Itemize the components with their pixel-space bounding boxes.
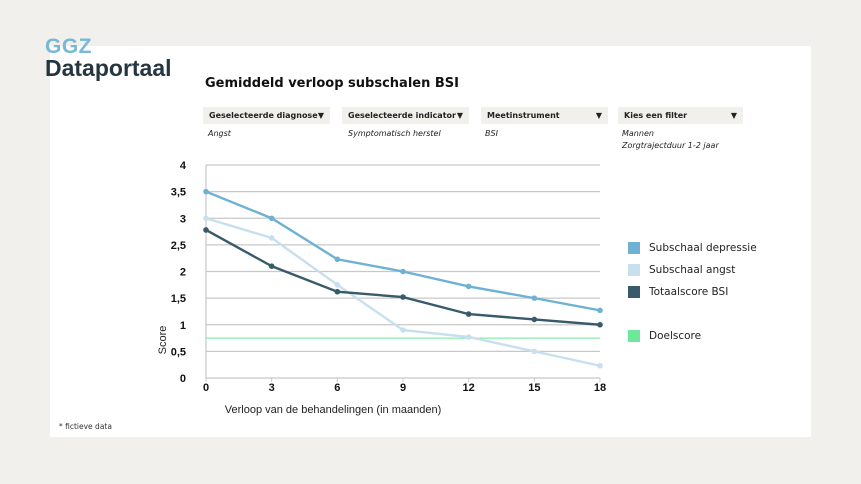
filter-kies-dropdown[interactable]: Kies een filter ▼ bbox=[618, 107, 743, 124]
filter-label: Geselecteerde indicator bbox=[348, 111, 456, 120]
legend-swatch bbox=[628, 286, 640, 298]
filter-value: Zorgtrajectduur 1-2 jaar bbox=[622, 141, 719, 150]
filter-value-diagnose: Angst bbox=[208, 128, 231, 140]
logo-dataportaal: Dataportaal bbox=[45, 55, 172, 81]
data-point bbox=[400, 327, 406, 333]
y-tick-label: 1 bbox=[180, 320, 186, 332]
data-point bbox=[268, 215, 275, 222]
y-tick-label: 0 bbox=[180, 373, 186, 385]
data-point bbox=[334, 256, 341, 263]
data-point bbox=[465, 311, 472, 317]
filter-label: Meetinstrument bbox=[487, 111, 560, 120]
data-point bbox=[597, 362, 603, 369]
legend-swatch bbox=[628, 242, 640, 254]
x-tick-label: 6 bbox=[334, 382, 340, 394]
y-tick-label: 2 bbox=[180, 267, 186, 279]
data-point bbox=[531, 295, 538, 301]
series-subschaal-depressie bbox=[203, 188, 603, 314]
data-point bbox=[203, 215, 209, 222]
chevron-down-icon: ▼ bbox=[595, 111, 602, 120]
y-tick-label: 1,5 bbox=[171, 293, 186, 305]
data-point bbox=[465, 334, 472, 340]
filter-label: Kies een filter bbox=[624, 111, 688, 120]
x-tick-label: 12 bbox=[463, 382, 475, 394]
chevron-down-icon: ▼ bbox=[317, 111, 324, 120]
filter-value: Angst bbox=[208, 129, 231, 138]
filter-diagnose-dropdown[interactable]: Geselecteerde diagnose ▼ bbox=[203, 107, 330, 124]
legend-item: Doelscore bbox=[628, 330, 701, 342]
data-point bbox=[597, 321, 603, 328]
y-tick-label: 3,5 bbox=[171, 187, 186, 199]
legend-label: Totaalscore BSI bbox=[649, 286, 729, 298]
x-tick-label: 18 bbox=[594, 382, 606, 394]
series-line bbox=[205, 228, 601, 326]
filter-value: Symptomatisch herstel bbox=[348, 129, 441, 138]
data-point bbox=[465, 283, 472, 290]
data-point bbox=[400, 268, 406, 275]
y-tick-label: 4 bbox=[180, 160, 187, 172]
page-title: Gemiddeld verloop subschalen BSI bbox=[205, 76, 459, 91]
y-tick-label: 2,5 bbox=[171, 240, 186, 252]
x-tick-label: 3 bbox=[269, 382, 275, 394]
data-point bbox=[400, 294, 406, 300]
y-tick-label: 0,5 bbox=[171, 346, 186, 358]
logo-ggz: GGZ bbox=[45, 35, 92, 58]
filter-value: Mannen bbox=[622, 129, 654, 138]
data-point bbox=[531, 348, 538, 355]
y-axis-label: Score bbox=[157, 326, 169, 355]
x-tick-label: 15 bbox=[528, 382, 540, 394]
legend-label: Doelscore bbox=[649, 330, 702, 342]
filter-indicator-dropdown[interactable]: Geselecteerde indicator ▼ bbox=[342, 107, 469, 124]
series-line bbox=[205, 217, 601, 367]
legend-item: Totaalscore BSI bbox=[628, 286, 728, 298]
filter-value-filters: Mannen Zorgtrajectduur 1-2 jaar bbox=[622, 128, 719, 152]
filter-value-meetinstrument: BSI bbox=[485, 128, 498, 140]
data-point bbox=[597, 307, 603, 314]
legend-label: Subschaal angst bbox=[649, 264, 736, 276]
legend-swatch bbox=[628, 330, 640, 342]
footnote: * fictieve data bbox=[59, 422, 112, 431]
x-axis-label: Verloop van de behandelingen (in maanden… bbox=[225, 404, 442, 416]
legend-item: Subschaal depressie bbox=[628, 242, 757, 254]
chevron-down-icon: ▼ bbox=[456, 111, 463, 120]
legend-item: Subschaal angst bbox=[628, 264, 735, 276]
data-point bbox=[334, 288, 341, 295]
filter-value: BSI bbox=[485, 129, 498, 138]
legend-swatch bbox=[628, 264, 640, 276]
data-point bbox=[268, 263, 275, 269]
data-point bbox=[203, 227, 209, 233]
filter-value-indicator: Symptomatisch herstel bbox=[348, 128, 441, 140]
logo: GGZ Dataportaal bbox=[45, 36, 172, 80]
data-point bbox=[531, 316, 538, 323]
series-line bbox=[205, 190, 601, 312]
legend-label: Subschaal depressie bbox=[649, 242, 757, 254]
data-point bbox=[203, 188, 209, 195]
data-point bbox=[268, 235, 275, 241]
chevron-down-icon: ▼ bbox=[730, 111, 737, 120]
data-point bbox=[334, 282, 341, 288]
filter-label: Geselecteerde diagnose bbox=[209, 111, 318, 120]
filter-meetinstrument-dropdown[interactable]: Meetinstrument ▼ bbox=[481, 107, 608, 124]
x-tick-label: 9 bbox=[400, 382, 406, 394]
series-subschaal-angst bbox=[203, 215, 603, 369]
series-totaalscore-bsi bbox=[203, 227, 603, 328]
y-tick-label: 3 bbox=[180, 213, 186, 225]
x-tick-label: 0 bbox=[203, 382, 209, 394]
